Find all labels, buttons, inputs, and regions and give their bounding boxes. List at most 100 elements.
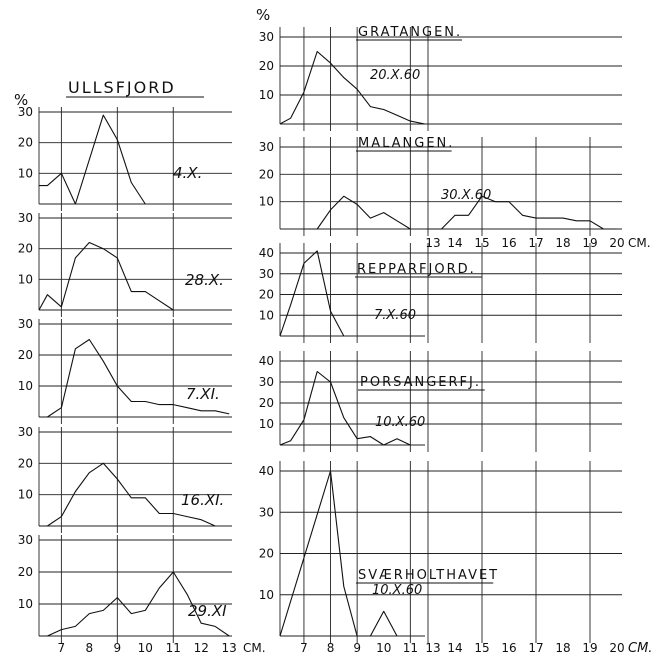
right-x-tick-label: 14 (447, 641, 462, 655)
left-x-tick-label: 12 (194, 641, 209, 655)
series-line (279, 50, 426, 125)
y-tick-label: 10 (259, 588, 274, 602)
y-tick-label: 40 (259, 464, 274, 478)
y-tick-label: 10 (18, 597, 33, 611)
series-line (428, 195, 617, 230)
y-tick-label: 30 (259, 505, 274, 519)
panels-group: 10 20 30 4.X. 10 20 30 28.X. 10 20 30 7.XI. 10 20 30 16… (18, 25, 622, 643)
right-x-tick-label: 19 (582, 641, 597, 655)
right-x-tick-label: 17 (528, 641, 543, 655)
y-tick-label: 30 (18, 105, 33, 119)
right-x-tick-labels: 7 8 9 10 11 13 13 14 14 15 15 16 16 17 17 18 18 19 19 20 20 (300, 236, 625, 655)
y-tick-label: 20 (259, 396, 274, 410)
right-x-tick-label: 9 (353, 641, 361, 655)
right-x-tick-label-top: 17 (528, 236, 543, 250)
y-tick-label: 30 (18, 533, 33, 547)
left-unit-label: CM. (243, 641, 266, 655)
series-line (279, 250, 345, 337)
y-tick-label: 20 (18, 565, 33, 579)
right-unit-label-top: CM. (628, 236, 651, 250)
y-tick-label: 10 (259, 308, 274, 322)
y-tick-label: 10 (259, 417, 274, 431)
right-x-tick-label: 20 (609, 641, 624, 655)
y-tick-label: 10 (259, 195, 274, 209)
right-x-tick-label-top: 13 (425, 236, 440, 250)
panel-date-label: 4.X. (173, 164, 202, 182)
right-percent-label: % (256, 6, 270, 24)
right-x-tick-label-top: 15 (474, 236, 489, 250)
panel-date-label: 7.X.60 (374, 308, 416, 323)
panel-location-label: REPPARFJORD. (357, 262, 476, 277)
series-line (279, 470, 398, 637)
left-title: ULLSFJORD (68, 78, 176, 97)
y-tick-label: 30 (18, 211, 33, 225)
y-tick-label: 10 (18, 379, 33, 393)
left-x-tick-label: 10 (138, 641, 153, 655)
panel-date-label: 16.XI. (181, 491, 224, 509)
right-x-tick-label-top: 20 (609, 236, 624, 250)
y-tick-label: 20 (259, 547, 274, 561)
right-x-tick-label: 18 (555, 641, 570, 655)
panel-right-3: 10 20 30 40 REPPARFJORD. 7.X.60 (259, 243, 622, 343)
panel-date-label: 10.X.60 (375, 415, 425, 430)
y-tick-label: 10 (259, 88, 274, 102)
right-x-tick-label: 11 (403, 641, 418, 655)
left-x-tick-labels: 7 8 9 10 11 12 13 (58, 641, 237, 655)
panel-right-2: 10 20 30 MALANGEN. 30.X.60 (259, 136, 622, 236)
panel-date-label: 28.X. (185, 271, 224, 289)
panel-date-label: 20.X.60 (370, 68, 420, 83)
panel-location-label: GRATANGEN. (358, 25, 462, 40)
left-x-tick-label: 7 (58, 641, 66, 655)
panel-left-3: 10 20 30 7.XI. (18, 317, 232, 424)
right-x-tick-label-top: 16 (501, 236, 516, 250)
series-line (39, 338, 230, 418)
series-line (39, 571, 230, 637)
panel-left-2: 10 20 30 28.X. (18, 211, 232, 317)
y-tick-label: 20 (259, 167, 274, 181)
right-unit-label-bottom: CM. (628, 641, 652, 656)
panel-left-4: 10 20 30 16.XI. (18, 425, 232, 533)
panel-location-label: MALANGEN. (358, 136, 454, 151)
panel-date-label: 7.XI. (186, 385, 220, 403)
y-tick-label: 10 (18, 166, 33, 180)
right-x-tick-label: 7 (300, 641, 308, 655)
panel-left-5: 10 20 30 29.XI (18, 533, 232, 643)
panel-date-label: 29.XI (188, 602, 227, 620)
right-x-tick-label: 10 (376, 641, 391, 655)
right-x-tick-label: 15 (474, 641, 489, 655)
y-tick-label: 20 (18, 242, 33, 256)
y-tick-label: 30 (259, 267, 274, 281)
series-line (39, 114, 146, 205)
series-line (38, 241, 174, 311)
left-x-tick-label: 8 (86, 641, 94, 655)
right-x-tick-label-top: 19 (582, 236, 597, 250)
panel-right-1: 10 20 30 GRATANGEN. 20.X.60 (259, 25, 622, 131)
y-tick-label: 20 (18, 456, 33, 470)
series-line (303, 195, 411, 230)
left-x-tick-label: 13 (222, 641, 237, 655)
left-x-tick-label: 9 (113, 641, 121, 655)
y-tick-label: 40 (259, 354, 274, 368)
left-percent-label: % (14, 91, 28, 109)
y-tick-label: 20 (18, 136, 33, 150)
series-line (39, 462, 216, 527)
panel-date-label: 30.X.60 (441, 188, 491, 203)
y-tick-label: 30 (259, 375, 274, 389)
panel-date-label: 10.X.60 (372, 583, 422, 598)
series-line (279, 370, 411, 446)
y-tick-label: 20 (259, 59, 274, 73)
right-x-tick-label-top: 18 (555, 236, 570, 250)
y-tick-label: 30 (18, 425, 33, 439)
y-tick-label: 30 (18, 317, 33, 331)
left-x-tick-label: 11 (166, 641, 181, 655)
right-x-tick-label: 8 (327, 641, 335, 655)
y-tick-label: 20 (18, 348, 33, 362)
y-tick-label: 30 (259, 30, 274, 44)
right-x-tick-label: 16 (501, 641, 516, 655)
y-tick-label: 10 (18, 272, 33, 286)
panel-location-label: SVÆRHOLTHAVET (358, 568, 499, 583)
panel-right-4: 10 20 30 40 PORSANGERFJ. 10.X.60 (259, 351, 622, 452)
right-x-tick-label-top: 14 (447, 236, 462, 250)
